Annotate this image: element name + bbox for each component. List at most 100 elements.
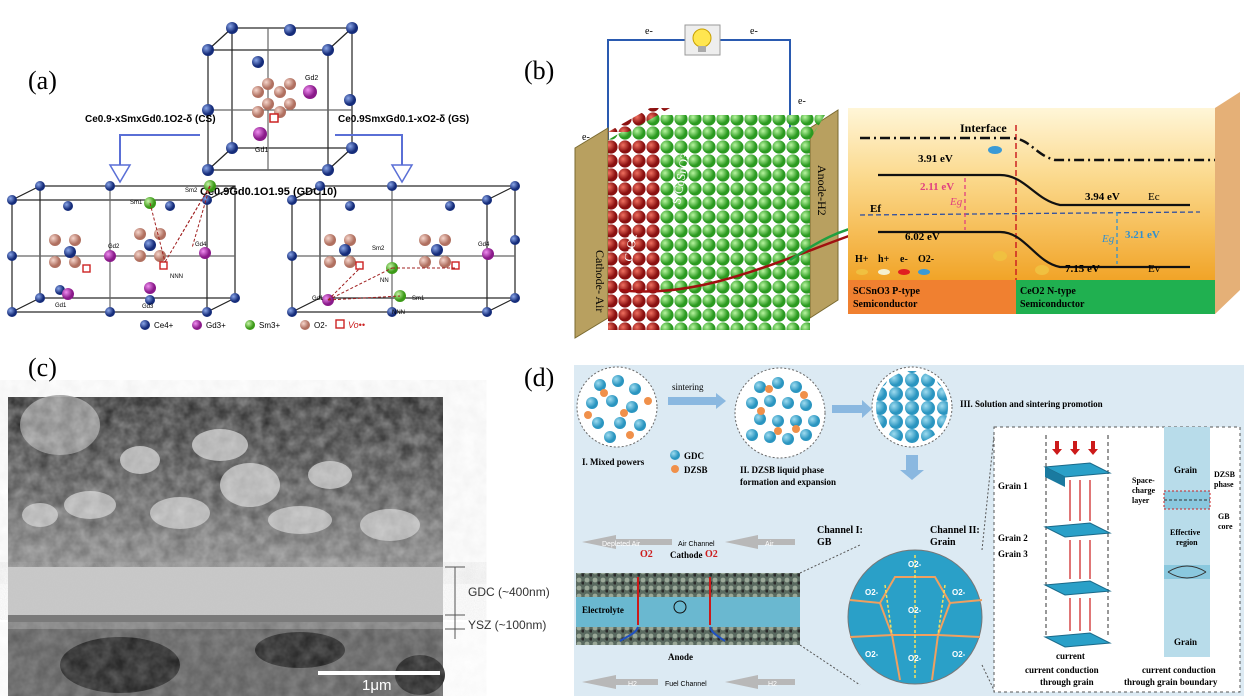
cs-sm2-label: Sm2 — [185, 188, 198, 194]
gb-core-1: GB — [1218, 512, 1230, 521]
svg-text:H+: H+ — [855, 254, 869, 265]
o2m-1: O2- — [908, 560, 922, 569]
panel-c: (c) 1μm — [0, 345, 580, 696]
sintering-label: sintering — [672, 382, 704, 392]
channel1-line1: Channel I: — [817, 525, 863, 536]
cs-sm1-label: Sm1 — [130, 200, 143, 206]
channel2-line1: Channel II: — [930, 525, 980, 536]
panel-d-label: (d) — [524, 363, 555, 392]
e-394: 3.94 eV — [1085, 191, 1120, 203]
cathode-label: Cathode- Air — [593, 250, 607, 312]
cathode-label: Cathode — [670, 550, 703, 560]
depleted-air-label: Depleted Air — [602, 541, 641, 548]
e-211: 2.11 eV — [920, 181, 954, 193]
e-602: 6.02 eV — [905, 231, 940, 243]
cs-gd3-label: Gd3 — [142, 304, 154, 310]
cond-grain-line2: through grain — [1040, 677, 1094, 687]
gb-grain-bottom: Grain — [1174, 637, 1197, 647]
panel-a-legend: Ce4+ Gd3+ Sm3+ O2- Vo•• — [140, 319, 365, 330]
air-channel-label: Air Channel — [678, 541, 715, 548]
ef-label: Ef — [870, 203, 881, 215]
ec-label: Ec — [1148, 191, 1160, 203]
sem-image: 1μm GDC (~400nm) YSZ (~100nm) — [8, 395, 550, 696]
right-formula: Ce0.9SmxGd0.1-xO2-δ (GS) — [338, 114, 469, 125]
electron-label-3: e- — [582, 132, 590, 143]
electron-label-4: e- — [798, 96, 806, 107]
scale-bar — [318, 671, 440, 675]
dzsb-phase-2: phase — [1214, 480, 1234, 489]
svg-text:O2-: O2- — [918, 254, 934, 265]
gb-core-2: core — [1218, 522, 1233, 531]
gs-nn-label: NN — [380, 278, 389, 284]
space-charge-2: charge — [1132, 486, 1156, 495]
o2m-3: O2- — [952, 588, 966, 597]
fuel-cell-section: Depleted Air Air Channel Air Cathode Ele… — [576, 535, 800, 689]
panel-d-diagram: sintering III. Solution and sintering pr… — [574, 365, 1244, 696]
effective-2: region — [1176, 538, 1198, 547]
panel-d: (d) sintering — [520, 345, 1244, 696]
ev-label: Ev — [1148, 263, 1161, 275]
interface-label: Interface — [960, 121, 1007, 135]
space-charge-3: layer — [1132, 496, 1150, 505]
p-type-line1: SCSnO3 P-type — [853, 286, 921, 297]
o2-label-2: O2 — [705, 549, 718, 560]
o2m-4: O2- — [908, 606, 922, 615]
h2-label-2: H2 — [768, 681, 777, 688]
n-type-line2: Semiconductor — [1020, 299, 1085, 310]
channel2-line2: Grain — [930, 537, 956, 548]
cond-gb-line2: through grain boundary — [1124, 677, 1218, 687]
o2-label-1: O2 — [640, 549, 653, 560]
gdc-gd1-label: Gd1 — [255, 147, 268, 154]
air-label: Air — [765, 541, 774, 548]
left-formula: Ce0.9-xSmxGd0.1O2-δ (CS) — [85, 114, 216, 125]
e-715: 7.15 eV — [1065, 263, 1100, 275]
current-label: current — [1056, 651, 1085, 661]
svg-text:e-: e- — [900, 254, 908, 265]
p-type-line2: Semiconductor — [853, 299, 918, 310]
cs-gd4-label: Gd4 — [195, 242, 207, 248]
grain2-label: Grain 2 — [998, 533, 1028, 543]
legend-dzsb: DZSB — [684, 465, 708, 475]
stage2-label-1: II. DZSB liquid phase — [740, 465, 824, 475]
space-charge-1: Space- — [1132, 476, 1155, 485]
legend-o: O2- — [314, 321, 328, 330]
panel-b: (b) e- e- e- e- Cathode- Air Anode-H2 — [520, 0, 1244, 345]
valence-band — [878, 230, 1190, 269]
panel-b-diagram: e- e- e- e- Cathode- Air Anode-H2 CeO2 S… — [574, 24, 1240, 339]
p-type-footer — [848, 280, 1016, 314]
n-type-footer — [1016, 280, 1215, 314]
ysz-annotation: YSZ (~100nm) — [468, 618, 546, 632]
legend-ce: Ce4+ — [154, 321, 174, 330]
panel-c-label: (c) — [28, 353, 57, 382]
cathode-layer — [576, 573, 800, 597]
gs-gd4-label: Gd4 — [478, 242, 490, 248]
e-391: 3.91 eV — [918, 153, 953, 165]
grain-plates — [1043, 462, 1112, 648]
anode-label: Anode-H2 — [815, 165, 829, 216]
anode-label: Anode — [668, 652, 693, 662]
block-top — [608, 115, 825, 140]
grain1-label: Grain 1 — [998, 481, 1028, 491]
electrolyte-layer — [576, 597, 800, 627]
svg-text:h+: h+ — [878, 254, 890, 265]
cs-gd1-label: Gd1 — [55, 303, 67, 309]
cond-grain-line1: current conduction — [1025, 665, 1099, 675]
ysz-layer — [8, 615, 443, 629]
eg-right: Eg — [1101, 233, 1115, 245]
gs-gd1-label: Gd1 — [312, 296, 324, 302]
eg-left: Eg — [949, 196, 963, 208]
o2m-7: O2- — [908, 654, 922, 663]
branch-arrows — [119, 134, 403, 168]
carrier-legend: H+ h+ e- O2- — [855, 254, 934, 275]
electron-label-2: e- — [750, 26, 758, 37]
sintering-arrow — [668, 393, 726, 409]
scsno-layer — [660, 140, 810, 330]
channel1-line2: GB — [817, 537, 832, 548]
grain3-label: Grain 3 — [998, 549, 1028, 559]
legend-gd: Gd3+ — [206, 321, 226, 330]
cs-nnn-label: NNN — [170, 274, 183, 280]
panel-a-diagram: Gd2 Gd1 Ce0.9Gd0.1O1.95 (GDC10) Ce0.9-xS… — [7, 22, 520, 330]
external-circuit — [607, 39, 791, 140]
h2-label-1: H2 — [628, 681, 637, 688]
legend-sm: Sm3+ — [259, 321, 280, 330]
